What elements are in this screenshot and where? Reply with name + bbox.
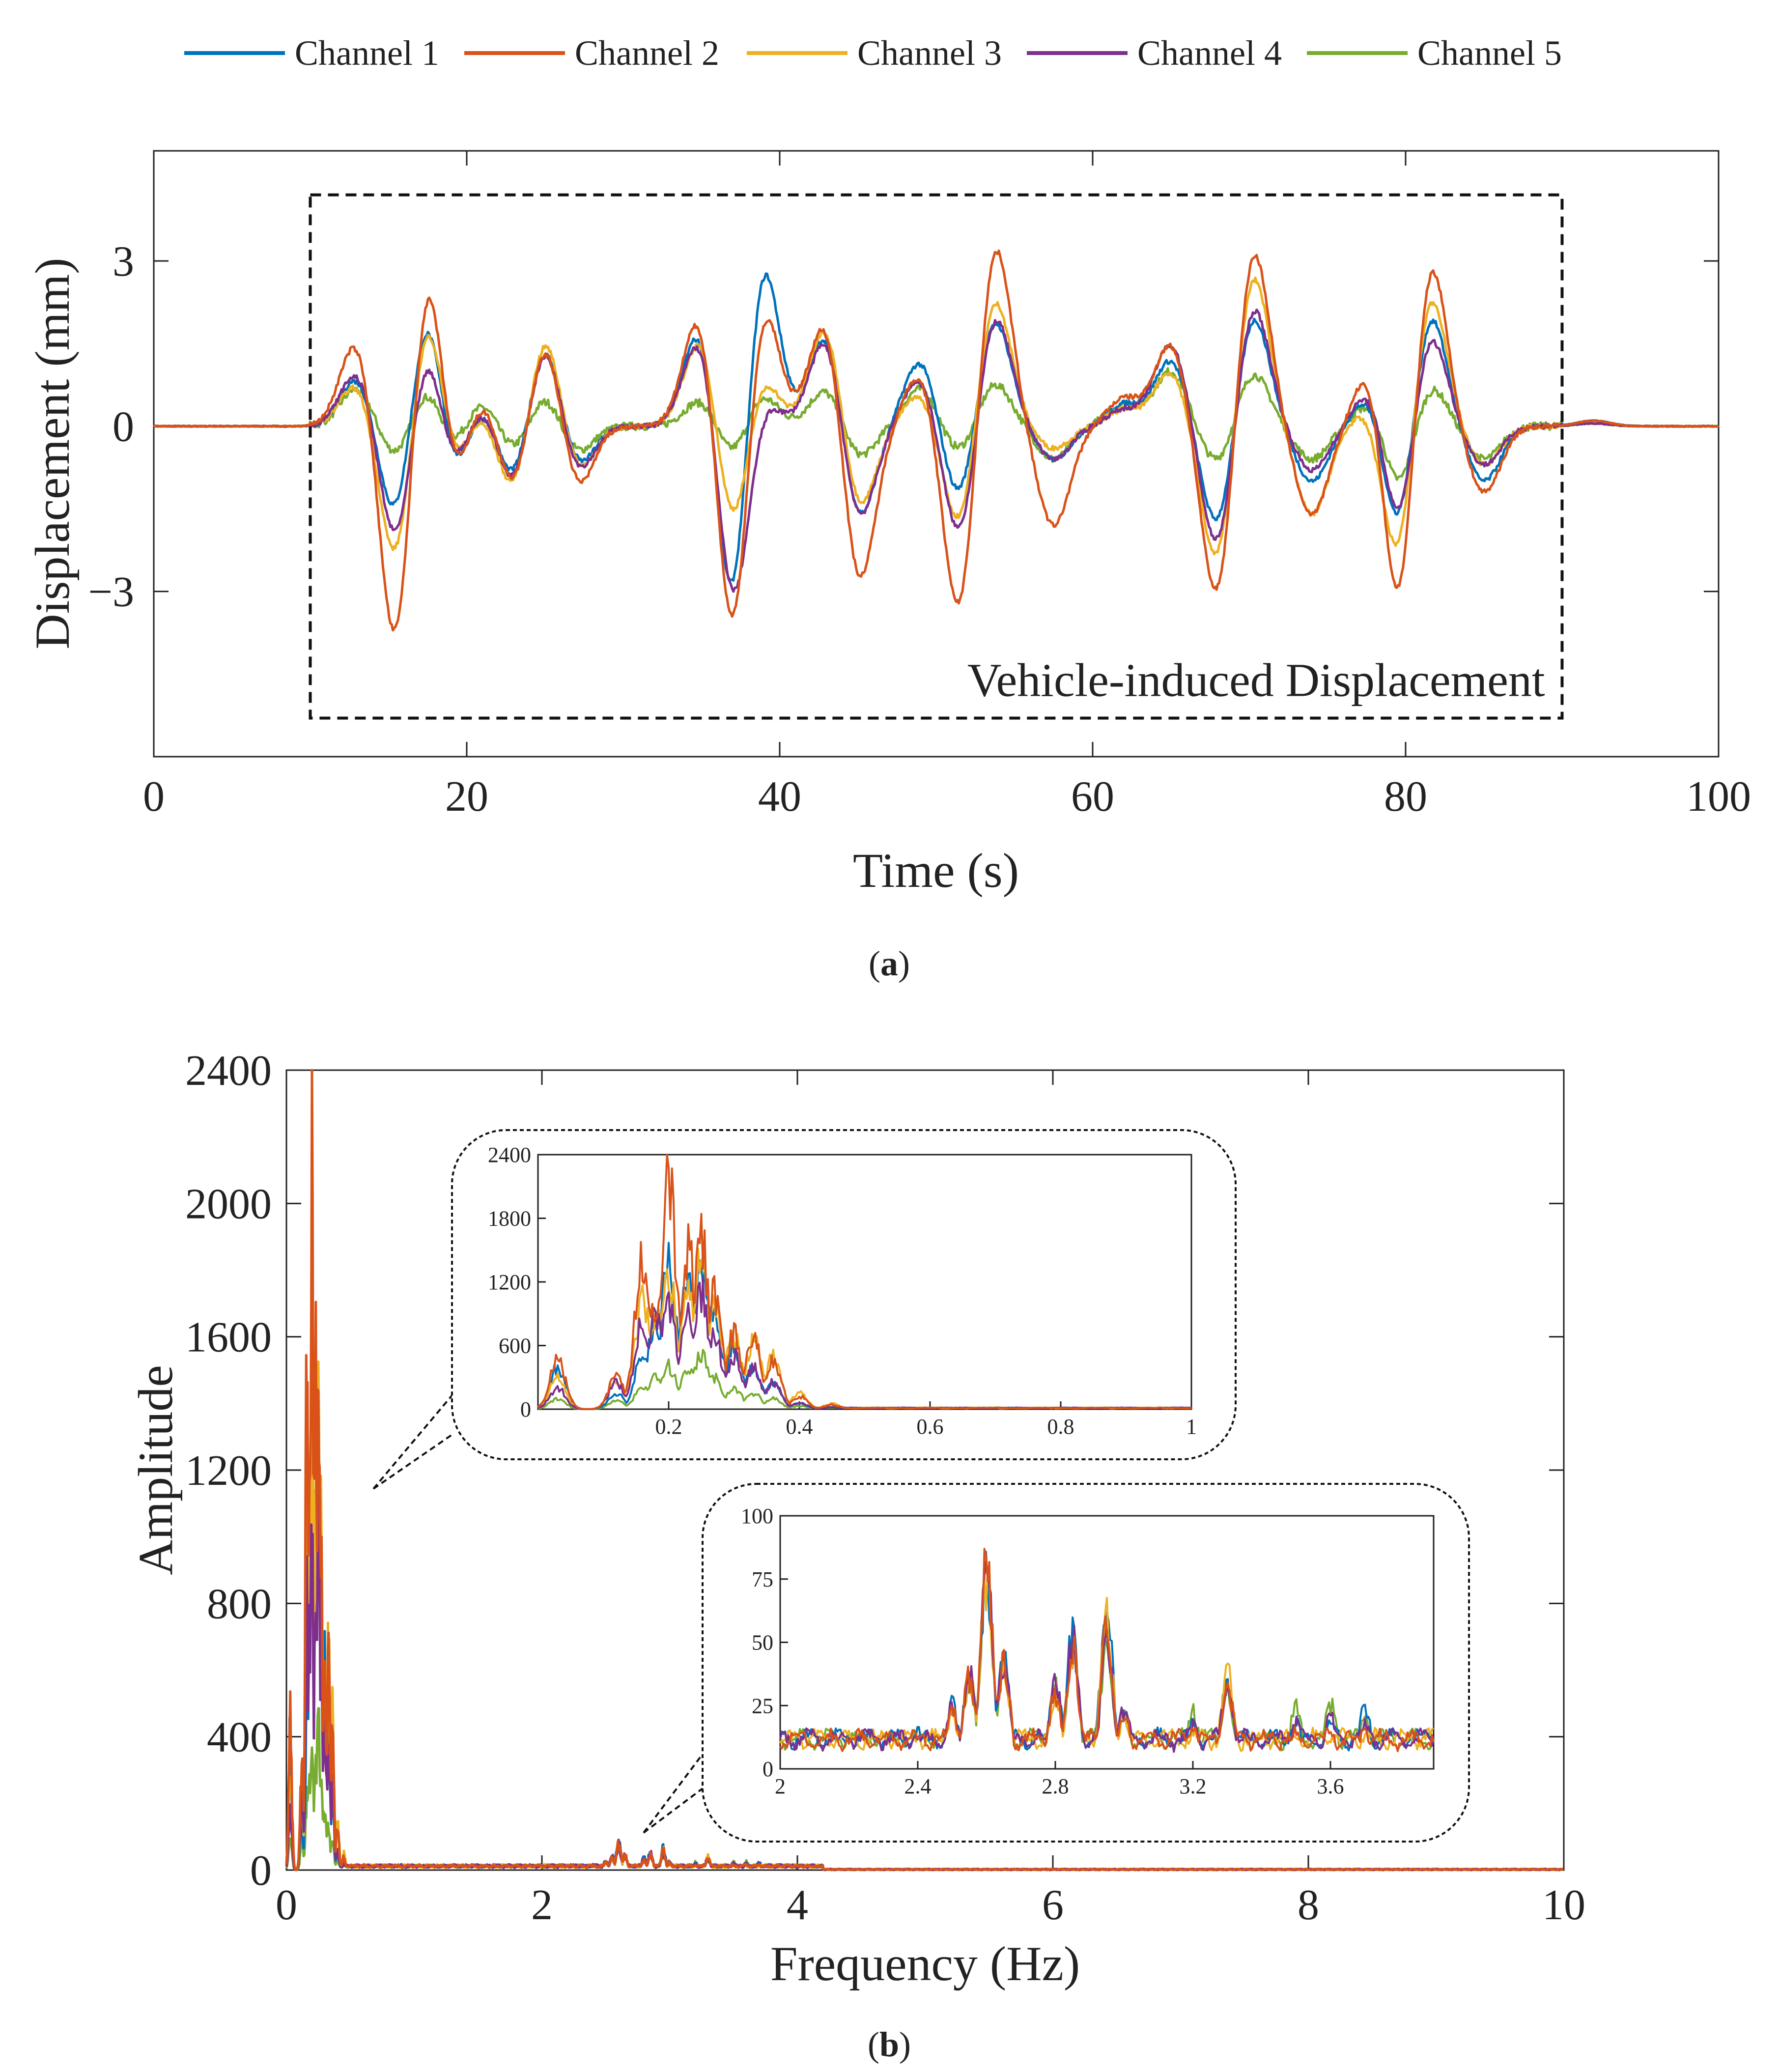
inset-low-ytick-label: 0 xyxy=(520,1397,531,1421)
inset-high-ytick-label: 75 xyxy=(752,1567,773,1591)
inset-low-ytick-label: 2400 xyxy=(488,1143,531,1167)
inset-low-xtick-label: 1 xyxy=(1186,1415,1197,1439)
legend-label-2: Channel 2 xyxy=(575,33,719,73)
panel-b-xtick-label: 0 xyxy=(276,1881,297,1929)
panel-b-xtick-label: 6 xyxy=(1042,1881,1064,1929)
caption-b: (b) xyxy=(868,2025,911,2064)
panel-b-xlabel: Frequency (Hz) xyxy=(770,1936,1080,1991)
legend-entry-5: Channel 5 xyxy=(1307,33,1562,73)
legend-label-5: Channel 5 xyxy=(1417,33,1562,73)
panel-a-ticks: 0 20 40 60 80 100 −3 0 3 xyxy=(88,151,1751,821)
panel-a-xtick-label: 80 xyxy=(1384,773,1427,821)
vehicle-induced-label: Vehicle-induced Displacement xyxy=(967,654,1545,707)
panel-a-series-channel-2 xyxy=(153,249,1719,632)
legend-entry-4: Channel 4 xyxy=(1027,33,1282,73)
panel-b-ytick-label: 0 xyxy=(250,1847,272,1895)
inset-low-xtick-label: 0.4 xyxy=(786,1415,813,1439)
panel-b-ylabel: Amplitude xyxy=(128,1365,183,1575)
panel-b-xtick-label: 10 xyxy=(1542,1881,1585,1929)
panel-b-xtick-label: 4 xyxy=(787,1881,808,1929)
inset-high-xtick-label: 3.2 xyxy=(1180,1774,1207,1798)
legend-entry-1: Channel 1 xyxy=(184,33,439,73)
inset-high-ytick-label: 100 xyxy=(741,1504,773,1528)
inset-high-callout xyxy=(702,1483,1470,1843)
inset-low-ytick-label: 1800 xyxy=(488,1207,531,1231)
caption-b-letter: b xyxy=(879,2025,899,2064)
caption-a-letter: a xyxy=(880,944,898,983)
panel-a-time-history: 0 20 40 60 80 100 −3 0 3 Vehicle-induced Displac… xyxy=(25,150,1751,898)
inset-high-leader-1 xyxy=(643,1753,704,1834)
panel-a-series-channel-4 xyxy=(153,309,1719,593)
panel-a-xtick-label: 0 xyxy=(143,773,165,821)
panel-b-ytick-label: 2400 xyxy=(185,1047,272,1095)
inset-high-xtick-label: 2.8 xyxy=(1042,1774,1069,1798)
panel-b-series xyxy=(285,1069,1564,1872)
panel-a-xtick-label: 40 xyxy=(758,773,801,821)
panel-b-xtick-label: 2 xyxy=(531,1881,553,1929)
inset-low-frequency: 0.2 0.4 0.6 0.8 1 0 600 1200 1800 2400 xyxy=(488,1143,1197,1439)
panel-a-xtick-label: 100 xyxy=(1686,773,1751,821)
inset-low-leader-2 xyxy=(372,1434,453,1490)
panel-b-ytick-label: 400 xyxy=(207,1714,272,1761)
inset-high-xtick-label: 2 xyxy=(775,1774,786,1798)
inset-high-ytick-label: 25 xyxy=(752,1694,773,1718)
panel-a-ytick-label: 0 xyxy=(113,403,134,451)
panel-b-ytick-label: 800 xyxy=(207,1580,272,1628)
panel-b-ytick-label: 1200 xyxy=(185,1447,272,1495)
inset-high-series-channel-2 xyxy=(779,1548,1435,1753)
inset-low-series-channel-2 xyxy=(537,1154,1192,1410)
panel-a-xtick-label: 20 xyxy=(445,773,488,821)
inset-low-xtick-label: 0.8 xyxy=(1047,1415,1074,1439)
panel-b-xtick-label: 8 xyxy=(1298,1881,1319,1929)
legend-entry-2: Channel 2 xyxy=(464,33,719,73)
legend-label-4: Channel 4 xyxy=(1137,33,1282,73)
panel-a-ylabel: Displacement (mm) xyxy=(25,258,80,650)
inset-low-ytick-label: 1200 xyxy=(488,1270,531,1294)
panel-a-series xyxy=(153,249,1719,632)
inset-high-ytick-label: 50 xyxy=(752,1631,773,1655)
panel-b-ytick-label: 2000 xyxy=(185,1180,272,1228)
vehicle-induced-box xyxy=(309,193,1564,720)
legend-label-3: Channel 3 xyxy=(857,33,1002,73)
inset-low-leader-1 xyxy=(372,1394,453,1490)
inset-high-frequency: 2 2.4 2.8 3.2 3.6 0 25 50 75 100 xyxy=(741,1504,1435,1798)
inset-low-callout xyxy=(451,1129,1237,1460)
legend: Channel 1 Channel 2 Channel 3 Channel 4 Chan… xyxy=(184,33,1562,73)
caption-a: (a) xyxy=(869,944,910,983)
panel-b-ytick-label: 1600 xyxy=(185,1314,272,1362)
panel-b-series-channel-2 xyxy=(285,1069,1564,1872)
inset-high-xtick-label: 3.6 xyxy=(1317,1774,1344,1798)
panel-a-xlabel: Time (s) xyxy=(853,843,1019,898)
inset-low-ytick-label: 600 xyxy=(499,1334,531,1358)
legend-label-1: Channel 1 xyxy=(295,33,439,73)
inset-high-xtick-label: 2.4 xyxy=(904,1774,932,1798)
panel-a-axes-frame xyxy=(153,150,1720,758)
inset-high-leader-2 xyxy=(643,1788,704,1834)
inset-high-ytick-label: 0 xyxy=(762,1757,773,1781)
panel-a-ytick-label: −3 xyxy=(88,568,134,616)
panel-a-ytick-label: 3 xyxy=(113,238,134,285)
inset-low-xtick-label: 0.6 xyxy=(917,1415,944,1439)
inset-low-xtick-label: 0.2 xyxy=(655,1415,682,1439)
panel-a-xtick-label: 60 xyxy=(1071,773,1114,821)
legend-entry-3: Channel 3 xyxy=(747,33,1002,73)
